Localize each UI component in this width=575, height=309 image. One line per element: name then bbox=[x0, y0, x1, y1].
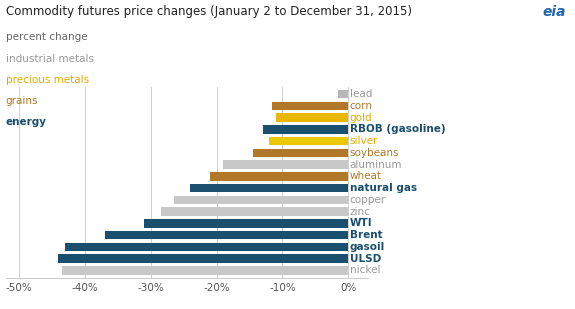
Text: corn: corn bbox=[350, 101, 373, 111]
Bar bbox=[269, 137, 348, 146]
Bar bbox=[276, 113, 348, 122]
Bar bbox=[338, 90, 348, 98]
Bar bbox=[105, 231, 348, 239]
Text: wheat: wheat bbox=[350, 171, 382, 181]
Bar bbox=[253, 149, 348, 157]
Text: silver: silver bbox=[350, 136, 378, 146]
Text: natural gas: natural gas bbox=[350, 183, 417, 193]
Bar bbox=[65, 243, 348, 251]
Text: aluminum: aluminum bbox=[350, 160, 402, 170]
Bar bbox=[190, 184, 348, 193]
Text: copper: copper bbox=[350, 195, 386, 205]
Text: gasoil: gasoil bbox=[350, 242, 385, 252]
Text: industrial metals: industrial metals bbox=[6, 54, 94, 64]
Text: Commodity futures price changes (January 2 to December 31, 2015): Commodity futures price changes (January… bbox=[6, 5, 412, 18]
Text: lead: lead bbox=[350, 89, 372, 99]
Bar bbox=[59, 255, 348, 263]
Text: zinc: zinc bbox=[350, 207, 370, 217]
Text: WTI: WTI bbox=[350, 218, 372, 228]
Text: grains: grains bbox=[6, 96, 39, 106]
Text: nickel: nickel bbox=[350, 265, 380, 275]
Bar bbox=[223, 160, 348, 169]
Text: precious metals: precious metals bbox=[6, 75, 89, 85]
Bar bbox=[263, 125, 348, 134]
Bar bbox=[62, 266, 348, 275]
Text: percent change: percent change bbox=[6, 32, 87, 42]
Text: RBOB (gasoline): RBOB (gasoline) bbox=[350, 125, 445, 134]
Text: soybeans: soybeans bbox=[350, 148, 399, 158]
Bar bbox=[210, 172, 348, 181]
Text: Brent: Brent bbox=[350, 230, 382, 240]
Bar bbox=[160, 207, 348, 216]
Text: gold: gold bbox=[350, 113, 372, 123]
Text: energy: energy bbox=[6, 117, 47, 127]
Text: eia: eia bbox=[543, 5, 566, 19]
Bar bbox=[174, 196, 348, 204]
Bar bbox=[273, 102, 348, 110]
Text: ULSD: ULSD bbox=[350, 254, 381, 264]
Bar bbox=[144, 219, 348, 228]
